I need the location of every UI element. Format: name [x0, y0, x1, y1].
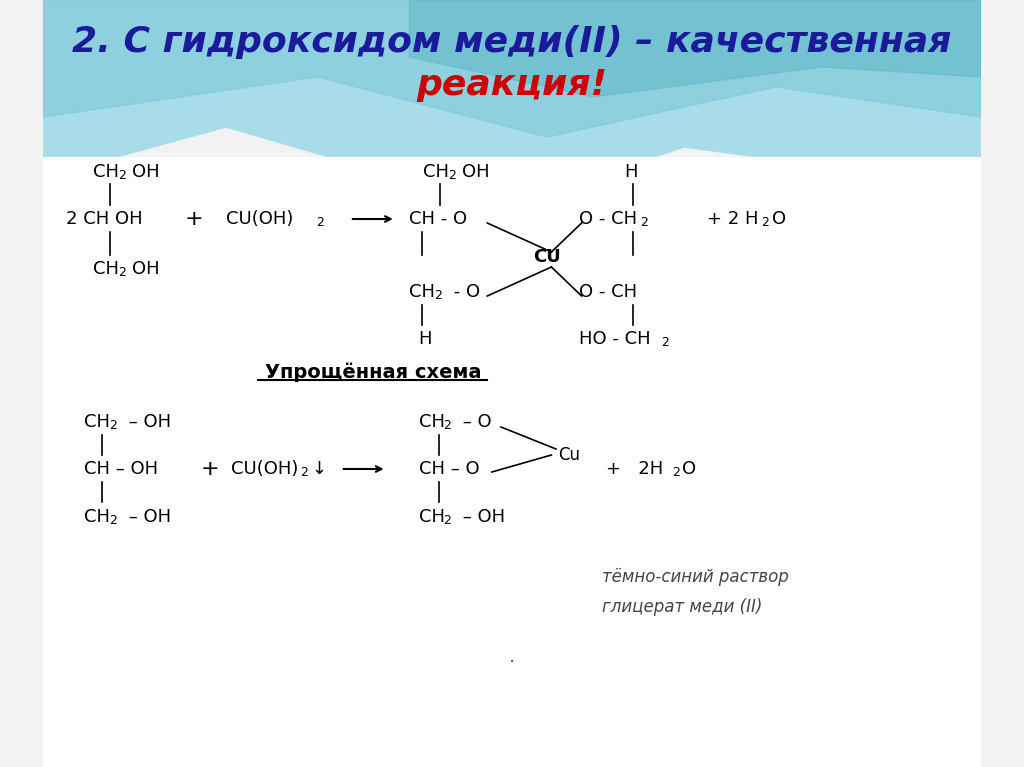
Polygon shape — [43, 0, 981, 137]
Text: CH: CH — [419, 508, 444, 526]
Text: 2: 2 — [447, 169, 456, 182]
Text: 2: 2 — [640, 216, 648, 229]
Polygon shape — [410, 0, 981, 97]
Text: 2: 2 — [443, 419, 452, 432]
Text: 2: 2 — [118, 266, 126, 279]
Text: 2. С гидроксидом меди(II) – качественная: 2. С гидроксидом меди(II) – качественная — [73, 25, 951, 59]
Text: CH: CH — [423, 163, 450, 181]
Text: CH: CH — [93, 163, 120, 181]
Text: H: H — [419, 330, 432, 348]
Text: CH – O: CH – O — [419, 460, 479, 478]
Text: CH: CH — [410, 283, 435, 301]
Text: 2: 2 — [109, 419, 117, 432]
Text: CH: CH — [84, 413, 111, 431]
Text: 2 CH OH: 2 CH OH — [66, 210, 142, 228]
Polygon shape — [43, 0, 981, 207]
Text: H: H — [625, 163, 638, 181]
Text: глицерат меди (II): глицерат меди (II) — [602, 598, 762, 616]
Text: 2: 2 — [109, 514, 117, 527]
Text: 2: 2 — [118, 169, 126, 182]
Text: 2: 2 — [761, 216, 769, 229]
Text: CH: CH — [419, 413, 444, 431]
FancyBboxPatch shape — [43, 157, 981, 767]
Text: CH: CH — [84, 508, 111, 526]
Text: ↓: ↓ — [311, 460, 327, 478]
Text: 2: 2 — [300, 466, 308, 479]
Text: 2: 2 — [443, 514, 452, 527]
Text: O - CH: O - CH — [579, 210, 637, 228]
Text: HO - CH: HO - CH — [579, 330, 650, 348]
Text: 2: 2 — [434, 289, 442, 302]
Text: – OH: – OH — [123, 508, 171, 526]
Text: +   2H: + 2H — [606, 460, 664, 478]
Text: Упрощённая схема: Упрощённая схема — [264, 362, 481, 382]
Text: + 2 H: + 2 H — [708, 210, 759, 228]
Text: CH: CH — [93, 260, 120, 278]
Text: – OH: – OH — [123, 413, 171, 431]
Text: .: . — [509, 647, 515, 667]
Text: – O: – O — [457, 413, 492, 431]
Text: 2: 2 — [662, 336, 670, 349]
Text: OH: OH — [132, 260, 160, 278]
Text: CU(OH): CU(OH) — [230, 460, 298, 478]
Text: – OH: – OH — [457, 508, 505, 526]
Text: CH – OH: CH – OH — [84, 460, 159, 478]
Text: O - CH: O - CH — [579, 283, 637, 301]
Text: реакция!: реакция! — [417, 68, 607, 102]
Text: O: O — [772, 210, 786, 228]
Text: +: + — [184, 209, 204, 229]
Text: тёмно-синий раствор: тёмно-синий раствор — [602, 568, 788, 586]
Text: O: O — [682, 460, 696, 478]
Text: OH: OH — [462, 163, 489, 181]
Text: +: + — [201, 459, 219, 479]
Text: Cu: Cu — [558, 446, 580, 464]
Text: CH - O: CH - O — [410, 210, 468, 228]
Text: CU(OH): CU(OH) — [226, 210, 294, 228]
Text: OH: OH — [132, 163, 160, 181]
Text: CU: CU — [534, 248, 561, 266]
Text: - O: - O — [447, 283, 480, 301]
Text: 2: 2 — [673, 466, 680, 479]
Text: 2: 2 — [316, 216, 324, 229]
